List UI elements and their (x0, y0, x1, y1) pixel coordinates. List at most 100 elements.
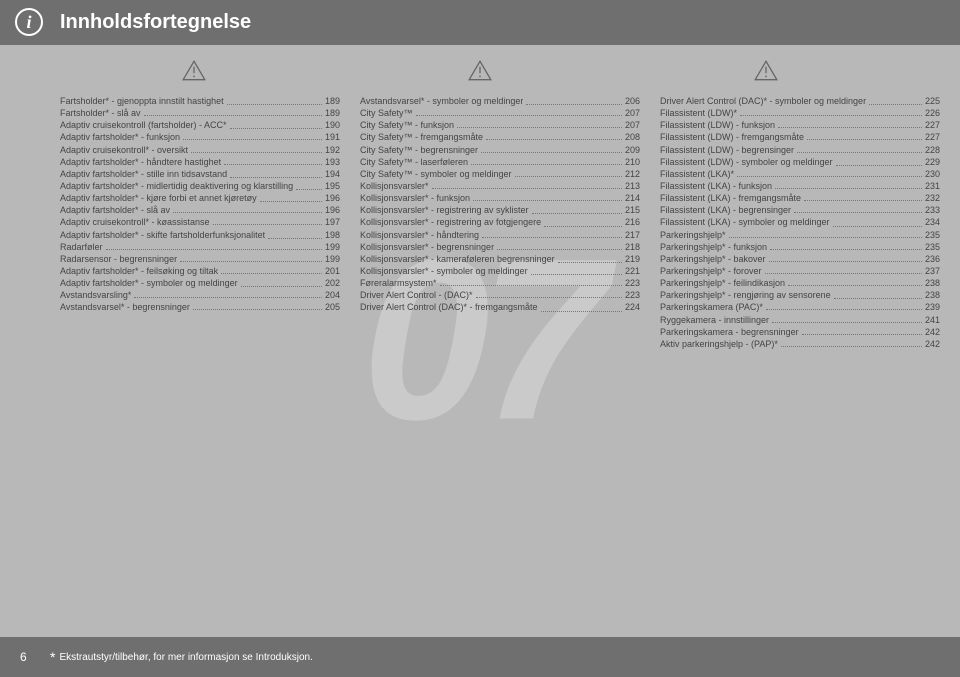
toc-entry-label: Avstandsvarsel* - symboler og meldinger (360, 95, 523, 107)
toc-entry: Filassistent (LDW)*226 (660, 107, 940, 119)
footnote-text: Ekstrautstyr/tilbehør, for mer informasj… (59, 652, 312, 663)
page-number: 6 (20, 650, 50, 664)
toc-column-2: Avstandsvarsel* - symboler og meldinger 2… (360, 95, 640, 350)
toc-entry-page: 228 (925, 144, 940, 156)
page-header: i Innholdsfortegnelse (0, 0, 960, 45)
toc-leader-dots (766, 309, 922, 310)
toc-leader-dots (173, 212, 322, 213)
toc-entry-label: Kollisjonsvarsler* - kameraføleren begre… (360, 253, 555, 265)
toc-entry: Adaptiv fartsholder* - slå av196 (60, 204, 340, 216)
toc-entry-label: City Safety™ - funksjon (360, 119, 454, 131)
toc-entry-page: 199 (325, 253, 340, 265)
document-page: i Innholdsfortegnelse 07 Fartsholder* - … (0, 0, 960, 677)
toc-entry-page: 195 (325, 180, 340, 192)
toc-leader-dots (296, 189, 322, 190)
toc-entry-page: 193 (325, 156, 340, 168)
toc-entry-label: Filassistent (LKA) - begrensinger (660, 204, 791, 216)
toc-entry: Radarsensor - begrensninger 199 (60, 253, 340, 265)
toc-leader-dots (227, 104, 322, 105)
toc-leader-dots (241, 286, 322, 287)
toc-leader-dots (836, 165, 922, 166)
toc-entry: Filassistent (LKA) - funksjon231 (660, 180, 940, 192)
toc-leader-dots (471, 164, 622, 165)
toc-entry: Parkeringshjelp*235 (660, 229, 940, 241)
toc-leader-dots (807, 139, 922, 140)
toc-entry-page: 238 (925, 289, 940, 301)
toc-entry-page: 237 (925, 265, 940, 277)
toc-entry: Kollisjonsvarsler* - funksjon214 (360, 192, 640, 204)
toc-column-1: Fartsholder* - gjenoppta innstilt hastig… (60, 95, 340, 350)
toc-leader-dots (804, 200, 922, 201)
toc-entry-label: City Safety™ - fremgangsmåte (360, 131, 483, 143)
toc-entry-page: 212 (625, 168, 640, 180)
toc-entry-page: 207 (625, 119, 640, 131)
toc-leader-dots (193, 309, 322, 310)
toc-entry-page: 223 (625, 277, 640, 289)
toc-entry-page: 229 (925, 156, 940, 168)
toc-entry: City Safety™ 207 (360, 107, 640, 119)
toc-entry: Adaptiv fartsholder* - feilsøking og til… (60, 265, 340, 277)
toc-entry: Kollisjonsvarsler* - begrensninger218 (360, 241, 640, 253)
toc-entry: Avstandsvarsel* - symboler og meldinger 2… (360, 95, 640, 107)
toc-entry-label: City Safety™ (360, 107, 413, 119)
toc-entry-page: 209 (625, 144, 640, 156)
toc-entry-page: 189 (325, 107, 340, 119)
toc-entry-label: Parkeringshjelp* - funksjon (660, 241, 767, 253)
toc-entry: Driver Alert Control (DAC)* - symboler o… (660, 95, 940, 107)
toc-columns: Fartsholder* - gjenoppta innstilt hastig… (0, 45, 960, 350)
toc-entry-label: City Safety™ - begrensninger (360, 144, 478, 156)
toc-entry: City Safety™ - fremgangsmåte 208 (360, 131, 640, 143)
toc-entry: Kollisjonsvarsler* - håndtering217 (360, 229, 640, 241)
toc-entry-page: 230 (925, 168, 940, 180)
toc-leader-dots (497, 249, 622, 250)
toc-entry-label: Radarsensor - begrensninger (60, 253, 177, 265)
toc-entry-page: 235 (925, 241, 940, 253)
toc-entry-page: 227 (925, 119, 940, 131)
toc-entry: Aktiv parkeringshjelp - (PAP)*242 (660, 338, 940, 350)
toc-entry-page: 208 (625, 131, 640, 143)
footnote-star-icon: * (50, 649, 55, 665)
toc-entry: Adaptiv fartsholder* - symboler og meldi… (60, 277, 340, 289)
toc-entry-page: 225 (925, 95, 940, 107)
toc-entry: Filassistent (LKA) - fremgangsmåte232 (660, 192, 940, 204)
toc-entry: Filassistent (LDW) - begrensinger228 (660, 144, 940, 156)
toc-leader-dots (740, 115, 922, 116)
toc-entry: Kollisjonsvarsler*213 (360, 180, 640, 192)
toc-entry-page: 232 (925, 192, 940, 204)
toc-leader-dots (769, 261, 922, 262)
toc-entry: City Safety™ - funksjon 207 (360, 119, 640, 131)
toc-entry-page: 202 (325, 277, 340, 289)
toc-leader-dots (180, 261, 322, 262)
toc-entry: Filassistent (LKA) - symboler og melding… (660, 216, 940, 228)
toc-entry-page: 207 (625, 107, 640, 119)
toc-leader-dots (794, 212, 922, 213)
toc-entry-label: Driver Alert Control (DAC)* - fremgangsm… (360, 301, 538, 313)
toc-entry: Filassistent (LKA)*230 (660, 168, 940, 180)
toc-entry-label: Kollisjonsvarsler* - registrering av syk… (360, 204, 529, 216)
toc-leader-dots (230, 177, 322, 178)
toc-entry-label: Avstandsvarsling* (60, 289, 131, 301)
toc-entry-page: 206 (625, 95, 640, 107)
toc-entry-label: Parkeringshjelp* - feilindikasjon (660, 277, 785, 289)
toc-entry: Parkeringshjelp* - forover237 (660, 265, 940, 277)
toc-entry-label: Fartsholder* - gjenoppta innstilt hastig… (60, 95, 224, 107)
toc-entry-page: 234 (925, 216, 940, 228)
toc-leader-dots (797, 152, 922, 153)
toc-entry-page: 199 (325, 241, 340, 253)
toc-entry-label: Fartsholder* - slå av (60, 107, 141, 119)
toc-entry: Adaptiv cruisekontroll (fartsholder) - A… (60, 119, 340, 131)
toc-entry-label: Adaptiv fartsholder* - kjøre forbi et an… (60, 192, 257, 204)
toc-entry-label: Filassistent (LKA) - funksjon (660, 180, 772, 192)
toc-leader-dots (531, 274, 622, 275)
toc-entry: Filassistent (LDW) - symboler og melding… (660, 156, 940, 168)
toc-entry-page: 233 (925, 204, 940, 216)
toc-leader-dots (481, 152, 622, 153)
toc-entry-page: 227 (925, 131, 940, 143)
toc-entry-label: Parkeringshjelp* - bakover (660, 253, 766, 265)
toc-entry-label: Driver Alert Control - (DAC)* (360, 289, 473, 301)
toc-entry: Adaptiv fartsholder* - kjøre forbi et an… (60, 192, 340, 204)
toc-entry-page: 197 (325, 216, 340, 228)
toc-leader-dots (778, 127, 922, 128)
toc-leader-dots (788, 285, 922, 286)
toc-entry: Adaptiv fartsholder* - midlertidig deakt… (60, 180, 340, 192)
